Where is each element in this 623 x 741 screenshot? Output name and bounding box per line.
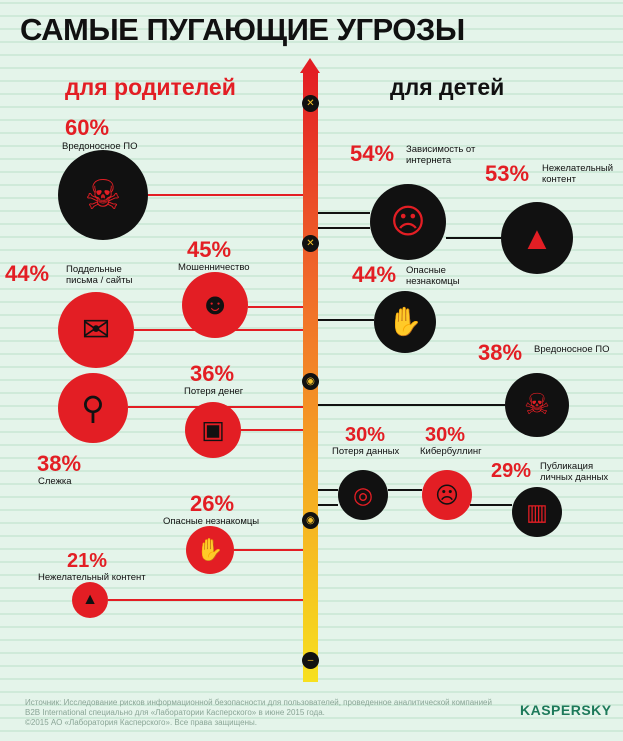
traffic-cone-icon: ▲ [521,220,553,256]
kaspersky-logo: KASPERSKY [520,702,612,718]
parents-threat-percent: 38% [37,451,82,476]
parents-threat-label: Нежелательный контент [38,572,146,583]
parents-threat-circle: ☻ [182,272,248,338]
parents-threat-label: Опасные незнакомцы [163,516,260,527]
concerned-face-icon: ◉ [302,512,319,529]
magnifier-icon: ⚲ [81,390,105,426]
anxious-face-icon: ◉ [302,373,319,390]
children-threat-percent: 54% [350,141,395,166]
footer: Источник: Исследование рисков информацио… [25,698,495,728]
children-threat-label: Кибербуллинг [420,446,482,457]
parents-threat-label: Слежка [38,476,72,487]
malware-icon: ☠ [84,171,122,218]
wallet-icon: ▣ [201,415,225,444]
connector-line [318,319,374,321]
children-threat-circle: ▲ [501,202,573,274]
children-threat-percent: 38% [478,340,523,365]
children-threat-percent: 29% [491,460,532,482]
parents-threat-label: Мошенничество [178,262,250,273]
burglar-icon: ☻ [199,288,231,321]
connector-line [318,504,338,506]
children-threat-circle: ▥ [512,487,562,537]
connector-line [148,194,303,196]
parents-threat-circle: ☠ [58,150,148,240]
children-threat-label: Опасные незнакомцы [406,265,460,287]
children-threat-circle: ☠ [505,373,569,437]
children-threat-percent: 30% [345,424,386,446]
malware-icon: ☠ [524,388,550,421]
children-threat-circle: ◎ [338,470,388,520]
hand-icon: ✋ [387,306,423,337]
trash-icon: ▥ [526,498,548,525]
connector-line [388,489,422,491]
connector-line [241,429,303,431]
speaker-icon: ◎ [352,481,374,508]
scared-face-icon: ✕ [302,95,319,112]
children-threat-percent: 30% [425,424,466,446]
children-threat-circle: ✋ [374,291,436,353]
dizzy-face-icon: ☹ [390,203,426,241]
crying-face-icon: ☹ [435,481,459,508]
children-threat-label: Нежелательный контент [542,163,614,185]
parents-threat-circle: ⚲ [58,373,128,443]
copyright: ©2015 АО «Лаборатория Касперского». Все … [25,718,257,727]
connector-line [470,504,512,506]
connector-line [234,549,303,551]
children-threat-percent: 53% [485,161,530,186]
parents-threat-circle: ✋ [186,526,234,574]
parents-heading: для родителей [65,74,236,100]
connector-line [318,489,338,491]
parents-threat-circle: ✉ [58,292,134,368]
parents-threat-circle: ▲ [72,582,108,618]
children-threat-label: Зависимость от интернета [406,144,476,166]
connector-line [318,404,505,406]
parents-threat-label: Вредоносное ПО [62,141,138,152]
parents-threat-percent: 21% [67,550,108,572]
parents-threat-label: Поддельные письма / сайты [66,264,133,286]
children-threat-label: Вредоносное ПО [534,344,610,355]
page-title: САМЫЕ ПУГАЮЩИЕ УГРОЗЫ [20,12,465,47]
children-threat-label: Публикация личных данных [540,461,609,483]
connector-line [128,406,303,408]
connector-line [108,599,303,601]
parents-threat-circle: ▣ [185,402,241,458]
children-threat-label: Потеря данных [332,446,400,457]
neutral-face-icon: – [302,652,319,669]
children-heading: для детей [390,74,505,100]
connector-line [248,306,303,308]
connector-line [318,227,370,229]
parents-threat-percent: 44% [5,261,50,286]
scale-arrow-icon [300,58,320,73]
parents-threat-label: Потеря денег [184,386,244,397]
connector-line [446,237,501,239]
children-threat-percent: 44% [352,262,397,287]
parents-threat-percent: 26% [190,491,235,516]
source-note: Источник: Исследование рисков информацио… [25,698,492,717]
parents-threat-percent: 36% [190,361,235,386]
worried-face-icon: ✕ [302,235,319,252]
connector-line [318,212,370,214]
parents-threat-percent: 60% [65,115,110,140]
children-threat-circle: ☹ [422,470,472,520]
traffic-cone-icon: ▲ [82,591,98,608]
envelope-icon: ✉ [81,311,111,349]
parents-threat-percent: 45% [187,237,232,262]
hand-icon: ✋ [196,537,224,562]
children-threat-circle: ☹ [370,184,446,260]
